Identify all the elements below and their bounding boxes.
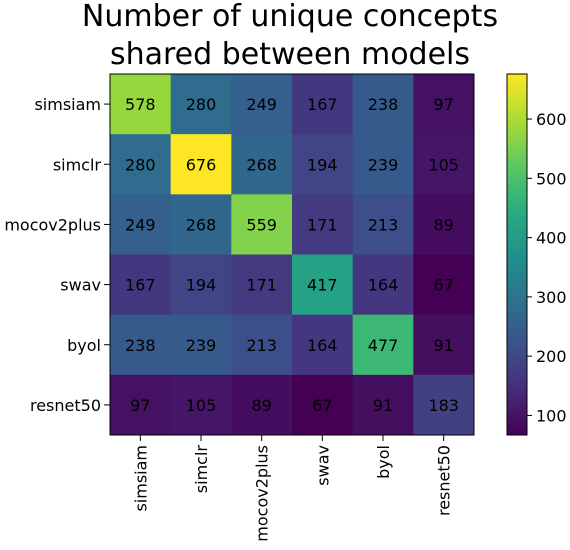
cell-value-label: 167 [307, 95, 338, 114]
y-tick-label: simclr [53, 155, 102, 174]
cell-value-label: 67 [433, 276, 453, 295]
cell-value-label: 578 [125, 95, 156, 114]
cell-value-label: 105 [186, 396, 217, 415]
cell-value-label: 676 [186, 155, 217, 174]
y-tick-label: byol [67, 336, 101, 355]
chart-title-line-2: shared between models [110, 37, 470, 72]
colorbar: 100 200 300 400 500 600 [506, 73, 567, 436]
heatmap-cell [292, 74, 354, 135]
cell-value-label: 167 [125, 276, 156, 295]
heatmap-cell [292, 254, 354, 316]
heatmap-cell [413, 314, 475, 376]
cell-value-label: 105 [428, 155, 459, 174]
cell-value-label: 194 [186, 276, 217, 295]
chart-title-line-1: Number of unique concepts [82, 0, 498, 34]
y-axis: simsiam simclr mocov2plus swav byol resnet50 [4, 95, 110, 415]
heatmap-cell [170, 254, 232, 316]
heatmap-cell [292, 314, 354, 376]
cell-value-label: 67 [312, 396, 332, 415]
cell-value-label: 417 [307, 276, 338, 295]
heatmap-cell [110, 194, 172, 255]
heatmap-cell [231, 374, 293, 436]
cell-value-label: 194 [307, 155, 338, 174]
heatmap-cell [231, 254, 293, 316]
heatmap-cell [413, 134, 475, 195]
y-tick-label: mocov2plus [4, 215, 101, 234]
heatmap-cell [231, 74, 293, 135]
heatmap-cell [170, 194, 232, 255]
colorbar-tick-label: 500 [536, 169, 567, 188]
cell-value-label: 280 [125, 155, 156, 174]
x-tick-label: mocov2plus [253, 445, 272, 542]
cell-value-label: 280 [186, 95, 217, 114]
heatmap-cell [170, 74, 232, 135]
x-axis: simsiam simclr mocov2plus swav byol resnet50 [131, 435, 454, 542]
heatmap-cell [231, 134, 293, 195]
cell-value-label: 213 [246, 336, 277, 355]
cell-value-label: 91 [373, 396, 393, 415]
y-tick-label: resnet50 [30, 396, 101, 415]
colorbar-tick-label: 200 [536, 347, 567, 366]
cell-value-label: 171 [246, 276, 277, 295]
cell-value-label: 164 [368, 276, 399, 295]
cell-value-label: 171 [307, 215, 338, 234]
cell-value-label: 213 [368, 215, 399, 234]
heatmap-cell [352, 314, 414, 376]
heatmap-cell [110, 74, 172, 135]
cell-value-label: 97 [433, 95, 453, 114]
y-tick-label: swav [60, 276, 101, 295]
cell-value-label: 477 [368, 336, 399, 355]
cell-value-label: 249 [125, 215, 156, 234]
cell-value-label: 268 [186, 215, 217, 234]
colorbar-tick-label: 600 [536, 110, 567, 129]
heatmap-cell [110, 374, 172, 436]
x-tick-label: resnet50 [435, 445, 454, 516]
heatmap-cell [413, 254, 475, 316]
cell-value-label: 183 [428, 396, 459, 415]
cell-value-label: 89 [433, 215, 453, 234]
x-tick-label: swav [313, 445, 332, 486]
cell-value-label: 238 [125, 336, 156, 355]
cell-value-label: 249 [246, 95, 277, 114]
heatmap-cell [292, 134, 354, 195]
x-tick-label: byol [374, 445, 393, 479]
heatmap-cell [110, 254, 172, 316]
colorbar-tick-label: 400 [536, 229, 567, 248]
cell-value-label: 89 [251, 396, 271, 415]
heatmap-cell [292, 194, 354, 255]
heatmap-cell [170, 314, 232, 376]
cell-value-label: 559 [246, 215, 277, 234]
heatmap-cell [170, 374, 232, 436]
cell-value-label: 97 [130, 396, 150, 415]
heatmap-cell [413, 74, 475, 135]
cell-value-label: 164 [307, 336, 338, 355]
heatmap-cell [231, 194, 293, 255]
colorbar-gradient [506, 73, 528, 436]
y-tick-label: simsiam [34, 95, 101, 114]
colorbar-tick-label: 100 [536, 406, 567, 425]
heatmap-cell [110, 134, 172, 195]
colorbar-tick-label: 300 [536, 288, 567, 307]
x-tick-label: simsiam [131, 445, 150, 512]
cell-value-label: 238 [368, 95, 399, 114]
cell-value-label: 268 [246, 155, 277, 174]
heatmap-cell [231, 314, 293, 376]
x-tick-label: simclr [192, 445, 211, 494]
heatmap-cell [413, 194, 475, 255]
heatmap-cells: 578 280 249 167 238 97 280 676 268 194 239 105 249 26… [110, 74, 475, 436]
heatmap-cell [352, 194, 414, 255]
heatmap-cell [352, 134, 414, 195]
heatmap-cell [170, 134, 232, 195]
heatmap-cell [352, 74, 414, 135]
cell-value-label: 91 [433, 336, 453, 355]
heatmap-cell [352, 374, 414, 436]
heatmap-cell [352, 254, 414, 316]
heatmap-cell [413, 374, 475, 436]
heatmap-cell [292, 374, 354, 436]
cell-value-label: 239 [368, 155, 399, 174]
heatmap-cell [110, 314, 172, 376]
cell-value-label: 239 [186, 336, 217, 355]
plot-frame [109, 73, 475, 436]
